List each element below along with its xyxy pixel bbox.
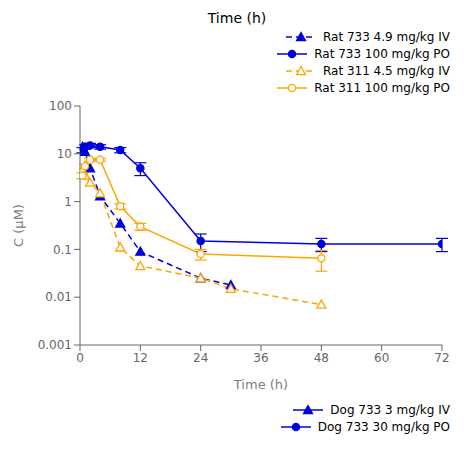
svg-text:24: 24 bbox=[193, 351, 208, 365]
html-text:Rat 311 100 mg/kg PO: Rat 311 100 mg/kg PO bbox=[314, 80, 450, 95]
svg-text:0.001: 0.001 bbox=[38, 338, 72, 352]
html-text:Rat 311 4.5 mg/kg IV: Rat 311 4.5 mg/kg IV bbox=[323, 63, 450, 78]
html-text:Rat 733 4.9 mg/kg IV: Rat 733 4.9 mg/kg IV bbox=[323, 29, 450, 44]
html-text:Dog 733 30 mg/kg PO: Dog 733 30 mg/kg PO bbox=[317, 419, 450, 434]
svg-text:1: 1 bbox=[64, 195, 72, 209]
html-text:Rat 733 100 mg/kg PO: Rat 733 100 mg/kg PO bbox=[314, 46, 450, 61]
svg-text:C (μM): C (μM) bbox=[11, 204, 26, 247]
svg-text:Time (h): Time (h) bbox=[233, 377, 288, 392]
svg-text:100: 100 bbox=[49, 99, 72, 113]
html-text:Dog 733 3 mg/kg IV: Dog 733 3 mg/kg IV bbox=[330, 402, 450, 417]
svg-text:36: 36 bbox=[253, 351, 268, 365]
svg-text:48: 48 bbox=[314, 351, 329, 365]
svg-text:60: 60 bbox=[374, 351, 389, 365]
svg-text:10: 10 bbox=[57, 147, 72, 161]
svg-text:0.01: 0.01 bbox=[45, 290, 72, 304]
svg-text:12: 12 bbox=[133, 351, 148, 365]
svg-text:0.1: 0.1 bbox=[53, 243, 72, 257]
svg-text:0: 0 bbox=[76, 351, 84, 365]
html-text:Time (h): Time (h) bbox=[207, 10, 267, 26]
svg-text:72: 72 bbox=[434, 351, 449, 365]
